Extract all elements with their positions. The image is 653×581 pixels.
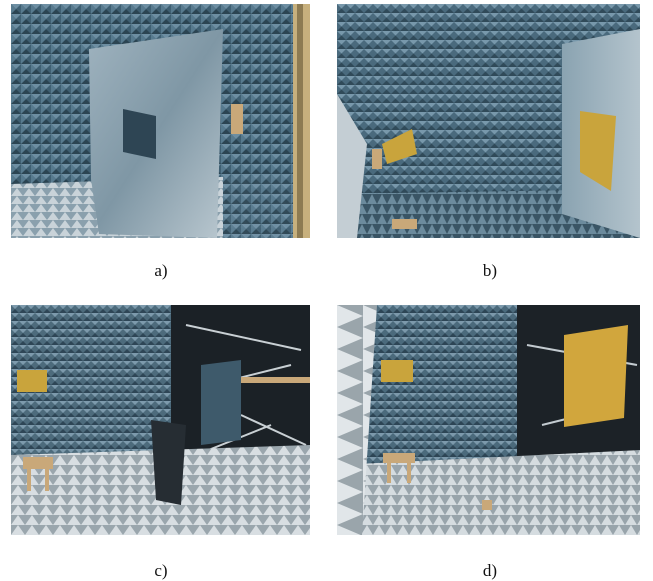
anechoic-chamber-photo-a bbox=[11, 4, 310, 238]
anechoic-chamber-photo-d bbox=[337, 305, 640, 535]
anechoic-chamber-photo-b bbox=[337, 4, 640, 238]
anechoic-chamber-photo-c bbox=[11, 305, 310, 535]
caption-d: d) bbox=[482, 561, 498, 580]
caption-a: a) bbox=[154, 261, 168, 280]
caption-b: b) bbox=[482, 261, 498, 280]
caption-c: c) bbox=[154, 561, 168, 580]
